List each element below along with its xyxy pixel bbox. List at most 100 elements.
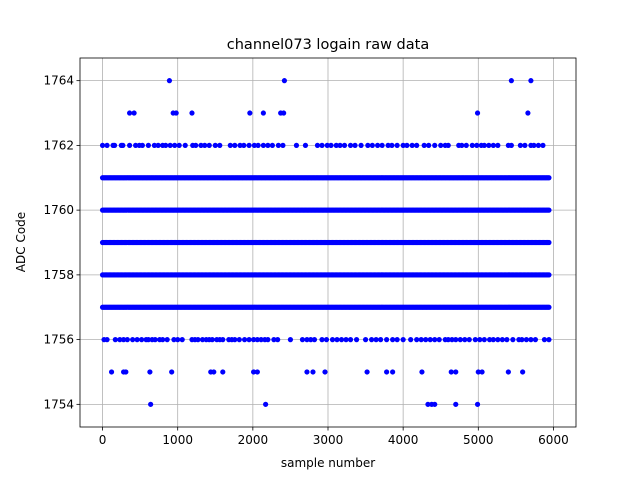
data-point xyxy=(394,337,400,343)
axis-ticks: 0 1000 2000 3000 4000 5000 6000 1754 1756 1758 176… xyxy=(43,74,568,447)
y-tick-label: 1754 xyxy=(43,397,74,411)
data-point xyxy=(182,142,188,148)
data-point xyxy=(523,337,530,343)
data-point xyxy=(334,337,340,343)
data-point xyxy=(469,142,475,148)
data-point xyxy=(104,142,110,148)
data-point xyxy=(474,142,480,148)
data-point xyxy=(265,337,271,343)
data-point xyxy=(517,142,523,148)
data-point xyxy=(426,142,432,148)
data-point xyxy=(466,337,472,343)
data-point xyxy=(220,337,226,343)
data-point xyxy=(341,142,348,148)
y-tick-label: 1758 xyxy=(43,268,74,282)
data-point xyxy=(281,78,288,84)
y-tick-label: 1756 xyxy=(43,333,74,347)
data-point xyxy=(206,142,212,148)
data-point xyxy=(251,369,257,375)
data-point xyxy=(304,369,310,375)
data-point xyxy=(202,142,208,148)
data-point xyxy=(499,337,505,343)
data-point xyxy=(172,142,178,148)
data-point xyxy=(139,142,145,148)
x-tick-label: 1000 xyxy=(162,433,193,447)
data-point xyxy=(117,337,123,343)
data-point xyxy=(414,337,420,343)
data-point xyxy=(347,142,354,148)
data-point xyxy=(474,110,481,116)
data-point xyxy=(368,337,375,343)
data-point xyxy=(384,369,390,375)
data-point xyxy=(510,337,516,343)
data-point xyxy=(173,110,179,116)
data-point xyxy=(432,142,438,148)
data-point xyxy=(195,337,201,343)
data-point xyxy=(133,142,139,148)
data-point xyxy=(457,337,463,343)
data-point xyxy=(373,337,379,343)
data-point xyxy=(486,337,493,343)
data-point xyxy=(280,142,286,148)
data-point xyxy=(127,110,133,116)
data-point xyxy=(486,142,492,148)
y-axis-label: ADC Code xyxy=(14,212,28,272)
data-point xyxy=(271,337,277,343)
data-point xyxy=(148,401,154,407)
data-point xyxy=(453,337,459,343)
data-point xyxy=(99,142,106,148)
data-point xyxy=(333,142,339,148)
data-point xyxy=(120,142,126,148)
chart-title: channel073 logain raw data xyxy=(227,37,429,53)
data-point xyxy=(535,142,542,148)
data-point xyxy=(287,337,294,343)
data-point xyxy=(246,142,252,148)
y-tick-label: 1764 xyxy=(43,74,74,88)
data-point xyxy=(217,142,223,148)
x-tick-label: 0 xyxy=(99,433,107,447)
data-point xyxy=(378,337,384,343)
data-point xyxy=(323,337,330,343)
data-point xyxy=(166,78,173,84)
data-point xyxy=(400,142,406,148)
data-point xyxy=(369,142,375,148)
data-point xyxy=(328,142,334,148)
x-tick-label: 2000 xyxy=(238,433,269,447)
data-point xyxy=(189,110,195,116)
data-point xyxy=(232,337,238,343)
data-point xyxy=(423,337,429,343)
data-point xyxy=(421,142,427,148)
x-tick-label: 5000 xyxy=(463,433,494,447)
data-point xyxy=(531,142,537,148)
data-point xyxy=(127,142,133,148)
data-point xyxy=(254,337,260,343)
data-point xyxy=(546,337,552,343)
data-point xyxy=(179,337,185,343)
data-point xyxy=(275,142,281,148)
data-point xyxy=(236,337,242,343)
data-point xyxy=(212,142,218,148)
data-point xyxy=(251,337,257,343)
data-point xyxy=(220,369,226,375)
data-point xyxy=(419,369,425,375)
data-point xyxy=(152,337,158,343)
data-point xyxy=(362,337,369,343)
x-tick-label: 4000 xyxy=(388,433,419,447)
data-point xyxy=(124,337,130,343)
data-point xyxy=(418,337,424,343)
data-point xyxy=(546,239,552,246)
data-point xyxy=(379,142,385,148)
data-point xyxy=(353,337,360,343)
data-point xyxy=(155,142,161,148)
data-point xyxy=(151,142,157,148)
data-point xyxy=(390,337,396,343)
data-point xyxy=(390,369,396,375)
data-point xyxy=(519,337,525,343)
data-point xyxy=(227,142,233,148)
data-point xyxy=(472,337,478,343)
data-point xyxy=(198,142,204,148)
data-point xyxy=(260,142,266,148)
data-point xyxy=(375,142,381,148)
data-point xyxy=(546,304,552,310)
